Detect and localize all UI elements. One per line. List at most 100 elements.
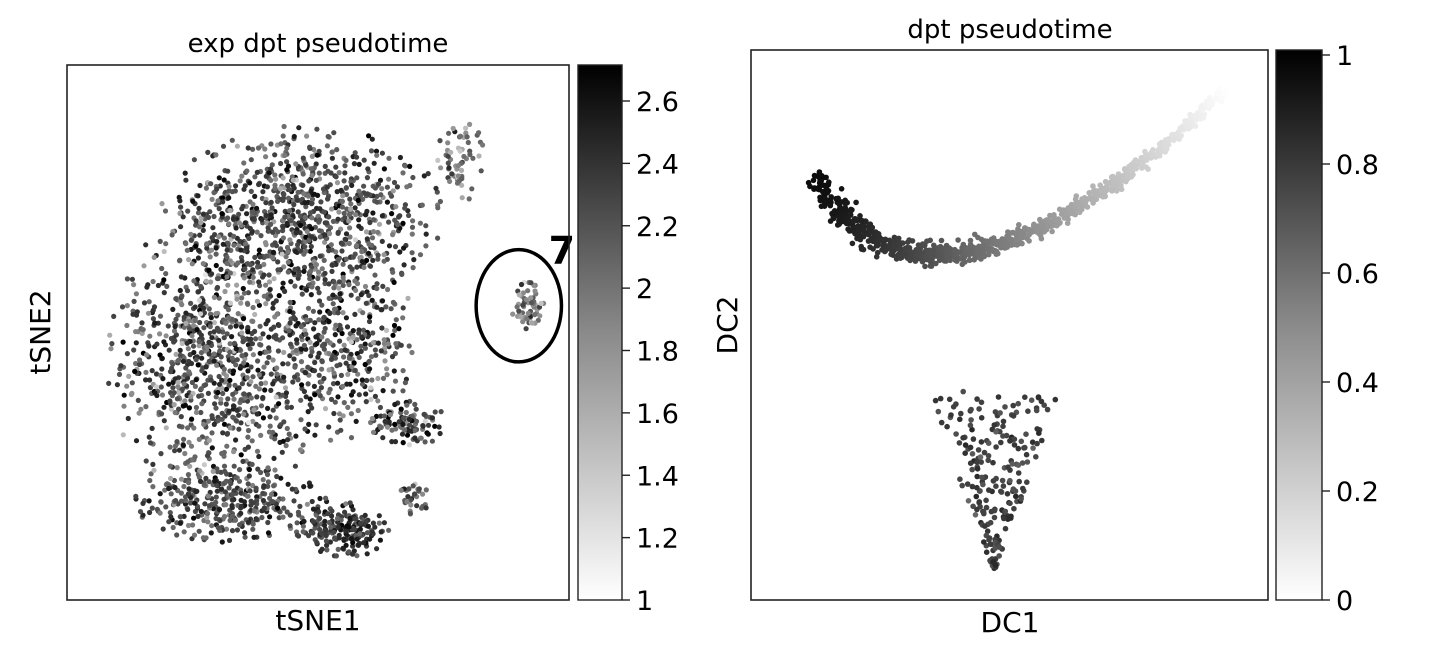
data-point xyxy=(1034,440,1040,447)
data-point xyxy=(1001,515,1007,522)
data-point xyxy=(400,315,406,321)
data-point xyxy=(339,330,345,337)
data-point xyxy=(459,176,465,182)
data-point xyxy=(261,293,267,299)
data-point xyxy=(287,187,293,193)
data-point xyxy=(397,154,403,161)
data-point xyxy=(237,467,243,473)
data-point xyxy=(241,391,247,397)
data-point xyxy=(1120,177,1126,184)
data-point xyxy=(1139,160,1146,166)
data-point xyxy=(379,213,385,219)
data-point xyxy=(959,482,965,489)
data-point xyxy=(198,508,204,515)
data-point xyxy=(225,307,231,313)
data-point xyxy=(293,161,299,167)
data-point xyxy=(285,195,292,201)
data-point xyxy=(375,181,382,187)
data-point xyxy=(185,346,191,352)
data-point xyxy=(219,211,225,217)
data-point xyxy=(316,317,322,323)
data-point xyxy=(363,391,369,397)
data-point xyxy=(221,235,227,241)
data-point xyxy=(230,414,236,420)
data-point xyxy=(318,199,324,205)
data-point xyxy=(187,326,193,332)
data-point xyxy=(1212,95,1219,102)
data-point xyxy=(377,177,384,183)
data-point xyxy=(523,326,529,332)
data-point xyxy=(311,326,317,332)
data-point xyxy=(374,281,380,287)
data-point xyxy=(124,276,130,282)
data-point xyxy=(248,379,254,385)
data-point xyxy=(240,458,246,464)
data-point xyxy=(226,221,232,227)
data-point xyxy=(370,429,377,435)
data-point xyxy=(227,425,233,431)
data-point xyxy=(1038,235,1045,242)
data-point xyxy=(398,487,404,493)
data-point xyxy=(175,312,181,318)
data-point xyxy=(322,527,328,533)
data-point xyxy=(205,390,211,396)
data-point xyxy=(150,316,156,322)
data-point xyxy=(175,384,181,390)
data-point xyxy=(968,406,974,413)
data-point xyxy=(268,199,274,205)
data-point xyxy=(336,285,342,291)
data-point xyxy=(182,450,188,457)
data-point xyxy=(402,205,408,211)
data-point xyxy=(201,462,207,468)
data-point xyxy=(1051,213,1057,219)
data-point xyxy=(131,298,137,304)
data-point xyxy=(169,365,175,371)
data-point xyxy=(331,410,337,417)
data-point xyxy=(281,349,287,355)
data-point xyxy=(268,166,274,172)
data-point xyxy=(339,241,345,247)
data-point xyxy=(250,146,256,152)
data-point xyxy=(111,313,117,319)
data-point xyxy=(239,173,245,179)
data-point xyxy=(206,351,212,357)
data-point xyxy=(413,418,420,424)
data-point xyxy=(445,140,451,146)
data-point xyxy=(258,469,264,476)
data-point xyxy=(316,170,322,176)
colorbar-tick-label: 0.8 xyxy=(1336,150,1379,181)
data-point xyxy=(256,181,262,188)
data-point xyxy=(981,449,988,456)
data-point xyxy=(215,275,221,282)
data-point xyxy=(386,155,392,161)
data-point xyxy=(342,347,348,353)
data-point xyxy=(364,377,370,384)
data-point xyxy=(201,325,207,331)
annotation: 7 xyxy=(474,229,575,364)
data-point xyxy=(890,252,896,258)
data-point xyxy=(220,195,226,201)
data-point xyxy=(1002,508,1009,515)
data-point xyxy=(120,339,126,345)
data-point xyxy=(274,311,280,317)
data-point xyxy=(976,406,982,412)
data-point xyxy=(984,246,991,252)
data-point xyxy=(223,526,230,532)
data-point xyxy=(266,354,272,360)
data-point xyxy=(836,218,842,224)
data-point xyxy=(429,415,435,421)
data-point xyxy=(238,420,244,426)
data-point xyxy=(369,136,375,142)
data-point xyxy=(280,175,286,181)
data-point xyxy=(248,395,254,401)
data-point xyxy=(266,279,273,285)
data-point xyxy=(214,186,220,192)
data-point xyxy=(354,154,360,160)
data-point xyxy=(266,334,272,340)
data-point xyxy=(279,251,285,257)
scatter-points xyxy=(805,85,1231,572)
data-point xyxy=(978,236,985,243)
data-point xyxy=(173,351,179,357)
data-point xyxy=(993,444,999,450)
data-point xyxy=(234,527,240,533)
